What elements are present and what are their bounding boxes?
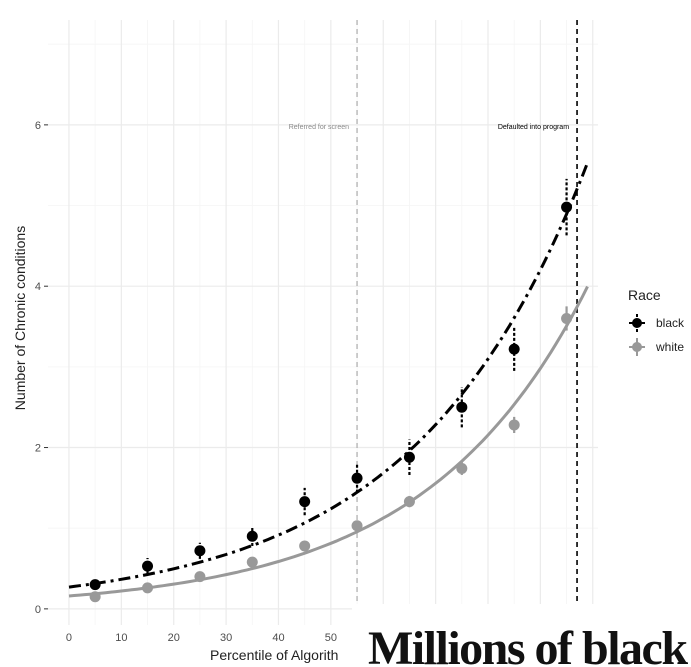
data-point-white (299, 540, 311, 552)
fit-curves (68, 162, 589, 598)
data-point-white (351, 520, 363, 532)
x-tick-label: 20 (168, 632, 180, 644)
data-point-black (299, 496, 311, 508)
data-points (89, 178, 573, 603)
legend: Race black white (628, 287, 685, 356)
data-point-white (561, 312, 573, 324)
plot-panel (48, 20, 598, 625)
x-axis-ticks: 0 10 20 30 40 50 (66, 632, 337, 644)
fit-curve-white (68, 285, 589, 598)
threshold-label: Defaulted into program (498, 124, 569, 131)
headline-backdrop (352, 604, 691, 667)
data-point-white (456, 463, 468, 475)
data-point-black (508, 343, 520, 355)
data-point-black (246, 530, 258, 542)
threshold-label: Referred for screen (289, 124, 349, 131)
legend-title: Race (628, 287, 661, 303)
fit-curve-black (68, 162, 589, 589)
x-tick-label: 30 (220, 632, 232, 644)
x-tick-label: 0 (66, 632, 72, 644)
data-point-black (561, 201, 573, 213)
x-tick-label: 40 (272, 632, 284, 644)
data-point-black (194, 545, 206, 557)
y-axis-ticks: 0 2 4 6 (35, 120, 48, 616)
data-point-black (351, 472, 363, 484)
y-tick-label: 6 (35, 120, 41, 132)
x-tick-label: 10 (115, 632, 127, 644)
data-point-black (89, 579, 101, 591)
headline-text: Millions of black (368, 622, 688, 667)
legend-items: black white (629, 314, 685, 356)
y-tick-label: 2 (35, 443, 41, 455)
data-point-black (456, 401, 468, 413)
x-title-backdrop (200, 645, 352, 667)
legend-marker-white (632, 342, 642, 352)
data-point-white (142, 582, 154, 594)
y-tick-label: 4 (35, 281, 41, 293)
data-point-white (403, 496, 415, 508)
data-point-white (246, 556, 258, 568)
legend-label-black: black (656, 316, 685, 330)
data-point-black (142, 560, 154, 572)
data-point-black (403, 451, 415, 463)
data-point-white (194, 571, 206, 583)
data-point-white (508, 419, 520, 431)
x-axis-title: Percentile of Algorith (210, 647, 338, 663)
y-tick-label: 0 (35, 604, 41, 616)
data-point-white (89, 591, 101, 603)
x-tick-label: 50 (325, 632, 337, 644)
legend-marker-black (632, 318, 642, 328)
legend-label-white: white (655, 340, 684, 354)
y-axis-title: Number of Chronic conditions (12, 226, 28, 410)
